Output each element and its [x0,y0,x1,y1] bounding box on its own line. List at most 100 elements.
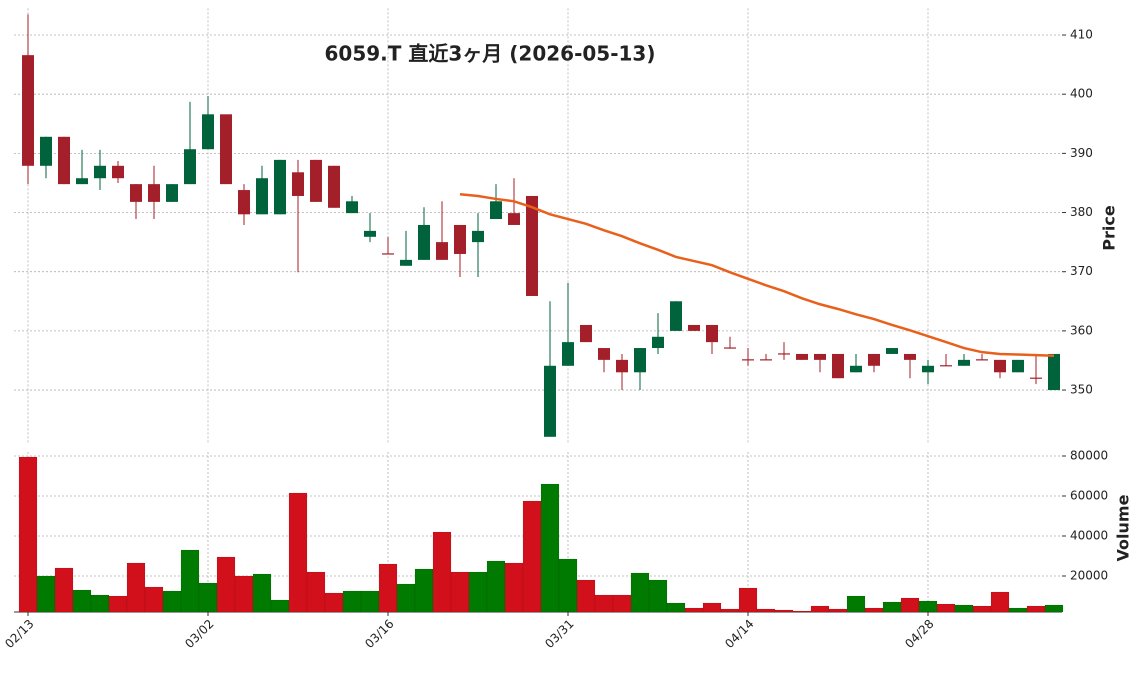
candle-body [436,242,448,260]
candle-body [400,259,412,266]
volume-bar [540,483,560,613]
candle-body [184,149,196,185]
candle-body [256,178,268,215]
candle-body [544,365,556,437]
y-tick-label: 390 [1070,146,1093,160]
candle-body [706,324,718,343]
candle-body [364,230,376,237]
volume-bar [198,582,218,613]
candle-body [1012,359,1024,373]
volume-bar [18,456,38,613]
volume-bar [648,579,668,613]
chart-title: 6059.T 直近3ヶ月 (2026-05-13) [325,42,656,66]
candle-body [940,365,952,367]
candle-body [670,301,682,331]
volume-bar [702,602,722,613]
candle-body [850,365,862,373]
candle-body [94,165,106,179]
candle-body [580,324,592,343]
volume-bar [306,571,326,613]
y-axis-label: Price [1100,205,1119,251]
candle-body [310,159,322,202]
candle-body [976,359,988,361]
candle-body [328,165,340,208]
candle-body [274,159,286,215]
y2-tick-label: 40000 [1070,529,1108,543]
candle-body [148,184,160,202]
candle-body [904,353,916,360]
candle-body [76,178,88,185]
candle-body [454,224,466,254]
candle-body [994,359,1006,373]
candle-body [238,190,250,215]
candle-body [616,359,628,373]
candle-body [922,365,934,373]
volume-bar [972,605,992,613]
candle-body [598,348,610,360]
volume-bar [342,590,362,613]
volume-bar [504,562,524,613]
volume-bar [414,568,434,613]
candle-body [1048,353,1060,391]
candle-body [526,195,538,296]
volume-bar [882,601,902,613]
y2-tick-label: 60000 [1070,489,1108,503]
candle-body [382,253,394,255]
candle-body [778,353,790,355]
volume-bar [1026,605,1046,613]
candle-body [652,336,664,349]
volume-bar [270,599,290,613]
volume-bar [756,608,776,613]
volume-bar [792,610,812,613]
x-tick-label: 04/28 [902,617,936,651]
x-tick-label: 04/14 [722,617,756,651]
candle-body [760,359,772,361]
volume-bar [1008,607,1028,613]
candle-body [220,114,232,185]
volume-bar [522,500,542,613]
volume-bar [900,597,920,613]
candle-body [472,230,484,243]
volume-bar [774,609,794,613]
candle-body [292,172,304,196]
volume-bar [720,608,740,613]
candle-body [634,348,646,373]
volume-bar [954,604,974,613]
candle-body [958,359,970,366]
volume-bar [990,591,1010,613]
volume-bar [36,575,56,613]
x-tick-label: 02/13 [2,617,36,651]
candle-body [814,353,826,360]
volume-bar [72,589,92,613]
volume-bar [666,602,686,613]
volume-bar [180,549,200,613]
volume-bar [90,594,110,613]
y2-axis-label: Volume [1114,494,1133,561]
y-tick-label: 370 [1070,264,1093,278]
volume-bar [558,558,578,613]
x-tick-label: 03/31 [542,617,576,651]
candle-body [112,165,124,179]
x-tick-label: 03/16 [362,617,396,651]
volume-bar [324,592,344,613]
volume-bar [864,607,884,613]
y-tick-label: 400 [1070,87,1093,101]
volume-bar [810,605,830,613]
volume-bar [594,594,614,613]
volume-bar [54,567,74,613]
y2-tick-label: 80000 [1070,449,1108,463]
volume-bar [162,590,182,613]
candle-body [868,353,880,366]
candle-body [130,184,142,202]
candle-body [58,136,70,185]
candle-body [418,224,430,260]
candle-body [562,342,574,366]
volume-bar [144,586,164,613]
candle-body [346,201,358,214]
volume-bar [684,607,704,613]
volume-bar [126,562,146,613]
candle-body [742,359,754,361]
candle-body [22,55,34,166]
volume-bar [450,571,470,613]
y2-tick-label: 20000 [1070,569,1108,583]
